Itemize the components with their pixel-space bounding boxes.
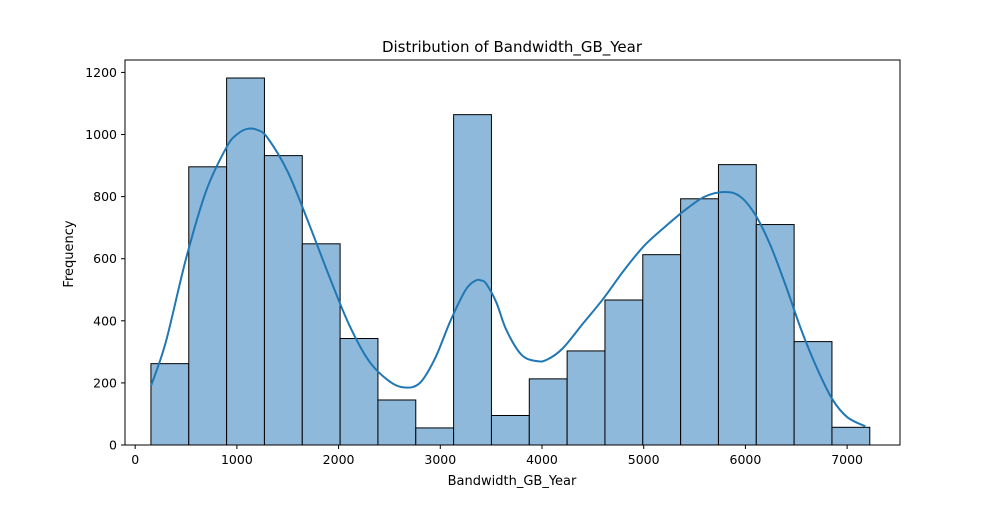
y-tick-label-2: 400 <box>93 313 117 328</box>
y-axis-label: Frequency <box>62 220 77 287</box>
histogram-bar-3 <box>263 155 303 446</box>
histogram-bar-12 <box>604 299 644 446</box>
x-tick-label-4: 4000 <box>526 452 558 467</box>
histogram-bar-14 <box>680 198 719 446</box>
bars-layer <box>150 77 871 446</box>
x-axis-ticks: 0 1000 2000 3000 4000 5000 6000 7000 <box>131 445 863 467</box>
y-tick-label-3: 600 <box>93 251 117 266</box>
y-tick-label-0: 0 <box>109 438 117 453</box>
histogram-bar-18 <box>831 426 871 446</box>
y-tick-label-1: 200 <box>93 375 117 390</box>
y-tick-label-5: 1000 <box>85 127 117 142</box>
histogram-bar-1 <box>188 166 228 446</box>
histogram-bar-2 <box>226 77 265 446</box>
x-tick-label-1: 1000 <box>221 452 253 467</box>
kde-layer <box>149 127 866 428</box>
y-tick-label-6: 1200 <box>85 65 117 80</box>
y-tick-label-4: 800 <box>93 189 117 204</box>
histogram-bar-5 <box>339 338 379 446</box>
histogram-bar-4 <box>301 243 341 446</box>
histogram-bar-11 <box>566 350 606 446</box>
histogram-bar-7 <box>415 427 455 446</box>
histogram-bar-16 <box>755 224 795 446</box>
histogram-bar-8 <box>453 114 492 446</box>
plot-frame <box>124 59 901 446</box>
chart-title: Distribution of Bandwidth_GB_Year <box>382 38 643 57</box>
histogram-bar-13 <box>642 254 682 446</box>
x-tick-label-5: 5000 <box>628 452 660 467</box>
x-tick-label-2: 2000 <box>323 452 355 467</box>
kde-curve <box>149 127 866 428</box>
histogram-bar-0 <box>150 363 190 446</box>
x-tick-label-7: 7000 <box>831 452 863 467</box>
y-axis-ticks: 0 200 400 600 800 1000 1200 <box>85 65 125 453</box>
histogram-bar-10 <box>528 378 568 446</box>
histogram-bar-6 <box>377 399 417 446</box>
histogram-bar-9 <box>490 415 530 446</box>
x-tick-label-0: 0 <box>131 452 139 467</box>
x-tick-label-6: 6000 <box>730 452 762 467</box>
x-tick-label-3: 3000 <box>424 452 456 467</box>
x-axis-label: Bandwidth_GB_Year <box>448 474 577 489</box>
histogram-bar-15 <box>717 164 757 446</box>
